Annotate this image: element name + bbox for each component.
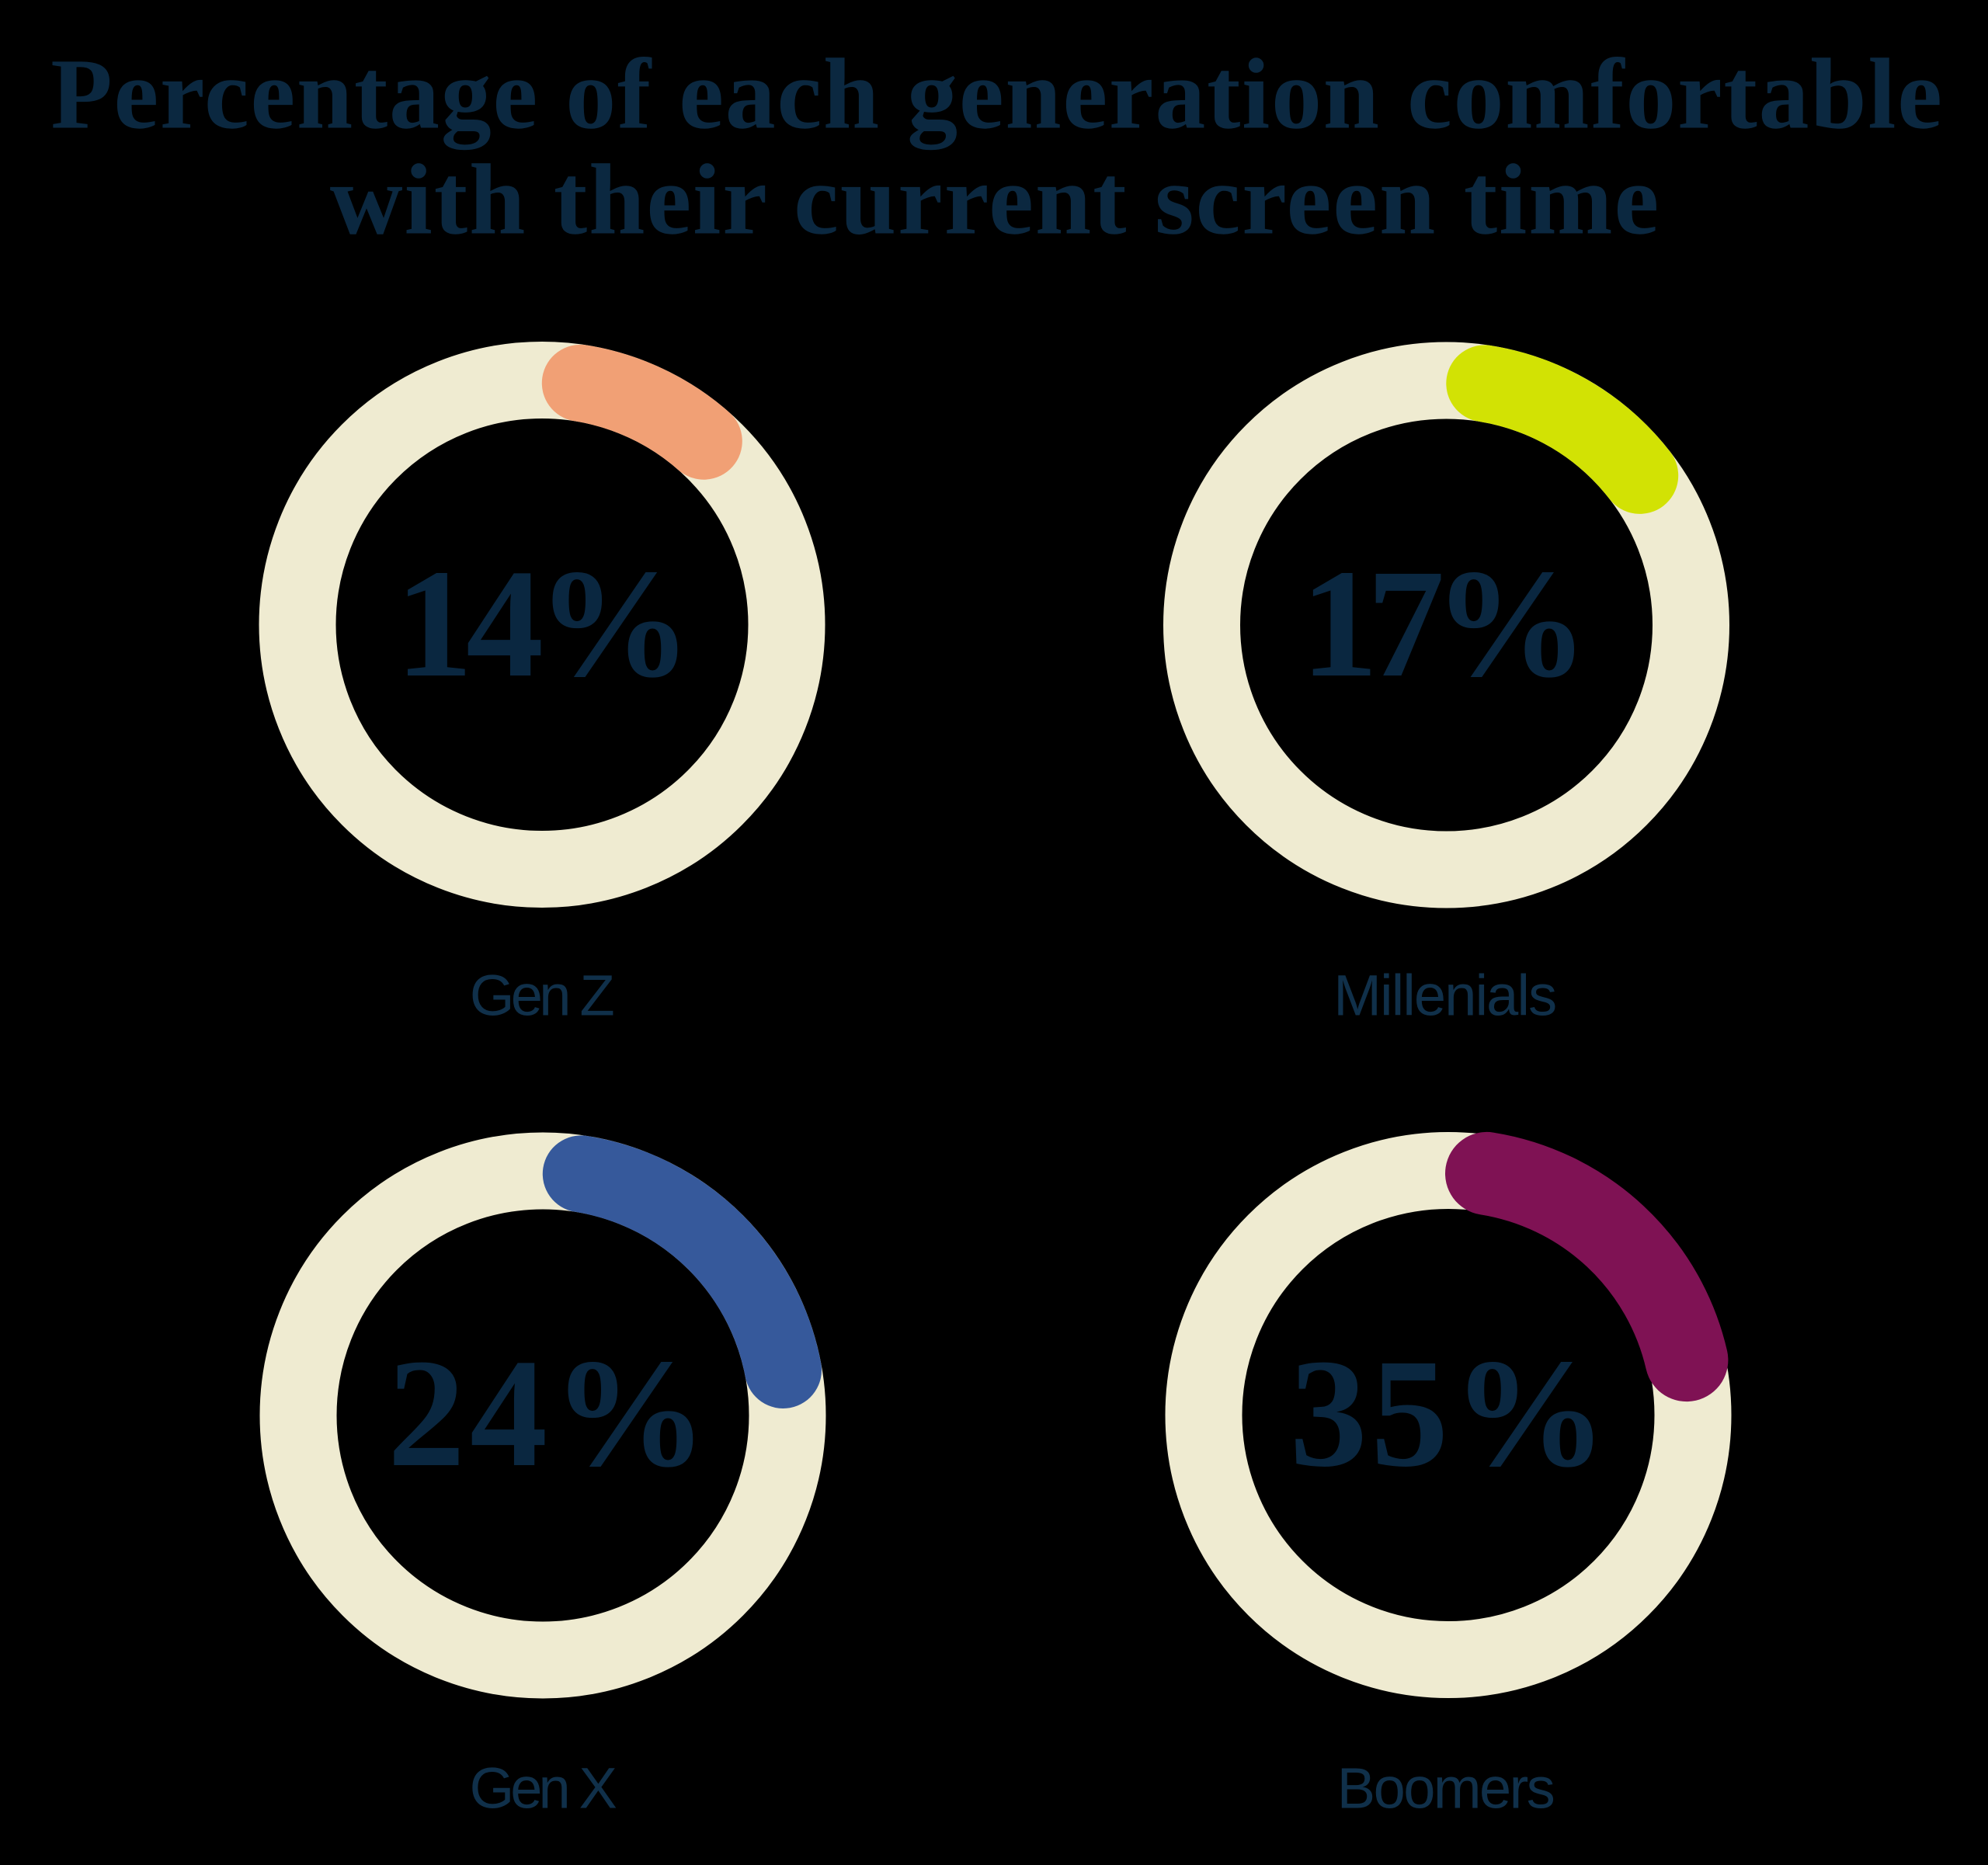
svg-text:24%: 24% [388, 1328, 712, 1499]
svg-text:Percentage of each generation: Percentage of each generation comfortabl… [50, 39, 1943, 151]
svg-text:with their current screen time: with their current screen time [330, 144, 1660, 256]
svg-text:Millenials: Millenials [1333, 963, 1555, 1027]
svg-text:Gen Z: Gen Z [470, 963, 613, 1027]
svg-text:35%: 35% [1290, 1328, 1611, 1499]
svg-text:14%: 14% [395, 538, 685, 710]
svg-text:17%: 17% [1301, 538, 1578, 710]
svg-text:Gen X: Gen X [470, 1756, 617, 1821]
svg-text:Boomers: Boomers [1337, 1756, 1554, 1821]
